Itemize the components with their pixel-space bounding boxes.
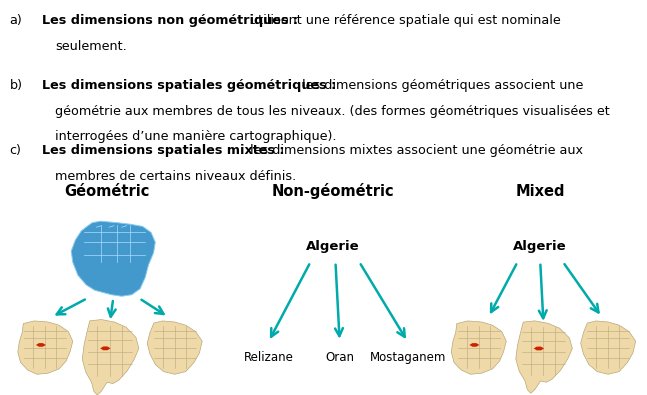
Polygon shape bbox=[100, 346, 111, 350]
Polygon shape bbox=[452, 321, 506, 374]
Text: b): b) bbox=[10, 79, 23, 92]
Text: géométrie aux membres de tous les niveaux. (des formes géométriques visualisées : géométrie aux membres de tous les niveau… bbox=[55, 105, 609, 118]
Polygon shape bbox=[147, 321, 202, 374]
Text: les dimensions mixtes associent une géométrie aux: les dimensions mixtes associent une géom… bbox=[246, 144, 583, 157]
Text: Mixed: Mixed bbox=[516, 184, 565, 199]
Text: Géométric: Géométric bbox=[64, 184, 149, 199]
Text: Les dimensions spatiales mixtes :: Les dimensions spatiales mixtes : bbox=[42, 144, 285, 157]
Text: Mostaganem: Mostaganem bbox=[369, 351, 446, 364]
Text: Oran: Oran bbox=[325, 351, 354, 364]
Polygon shape bbox=[82, 320, 139, 395]
Polygon shape bbox=[534, 346, 544, 350]
Polygon shape bbox=[470, 343, 479, 347]
Polygon shape bbox=[18, 321, 73, 374]
Text: c): c) bbox=[10, 144, 21, 157]
Text: a): a) bbox=[10, 14, 23, 27]
Text: Non-géométric: Non-géométric bbox=[272, 183, 395, 199]
Text: membres de certains niveaux définis.: membres de certains niveaux définis. bbox=[55, 170, 296, 183]
Text: utilisent une référence spatiale qui est nominale: utilisent une référence spatiale qui est… bbox=[246, 14, 560, 27]
Text: interrogées d’une manière cartographique).: interrogées d’une manière cartographique… bbox=[55, 130, 336, 143]
Text: Relizane: Relizane bbox=[243, 351, 294, 364]
Text: Algerie: Algerie bbox=[514, 241, 567, 253]
Text: seulement.: seulement. bbox=[55, 40, 127, 53]
Text: Algerie: Algerie bbox=[307, 241, 360, 253]
Text: Les dimensions spatiales géométriques :: Les dimensions spatiales géométriques : bbox=[42, 79, 336, 92]
Polygon shape bbox=[581, 321, 635, 374]
Polygon shape bbox=[36, 343, 46, 347]
Polygon shape bbox=[71, 221, 155, 296]
Text: Les dimensions non géométriques :: Les dimensions non géométriques : bbox=[42, 14, 298, 27]
Polygon shape bbox=[516, 321, 573, 393]
Text: les dimensions géométriques associent une: les dimensions géométriques associent un… bbox=[298, 79, 583, 92]
